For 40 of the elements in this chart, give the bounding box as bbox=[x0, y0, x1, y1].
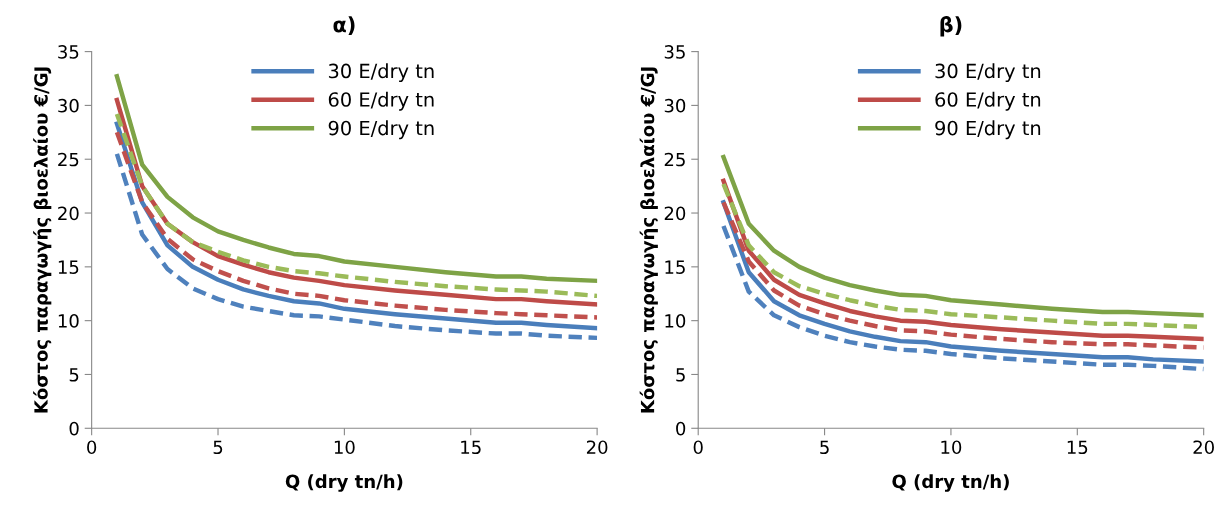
y-axis-title: Κόστος παραγωγής βιοελαίου €/GJ bbox=[639, 67, 658, 413]
chart-title: α) bbox=[333, 16, 355, 35]
legend-label: 60 E/dry tn bbox=[935, 91, 1041, 111]
y-tick-label: 10 bbox=[58, 314, 79, 328]
x-tick-label: 5 bbox=[213, 440, 223, 455]
y-tick-label: 30 bbox=[664, 98, 686, 113]
x-tick-label: 20 bbox=[1193, 440, 1214, 455]
y-tick-label: 0 bbox=[676, 421, 686, 436]
y-tick-label: 35 bbox=[664, 45, 685, 59]
line-series bbox=[114, 151, 598, 341]
x-tick-label: 10 bbox=[334, 440, 355, 455]
y-tick-label: 20 bbox=[664, 206, 686, 221]
y-tick-label: 5 bbox=[69, 368, 79, 382]
legend-label: 90 E/dry tn bbox=[935, 120, 1041, 140]
x-tick-label: 5 bbox=[820, 440, 829, 455]
legend-label: 60 E/dry tn bbox=[328, 91, 434, 111]
y-tick-label: 15 bbox=[58, 260, 79, 274]
x-tick-label: 0 bbox=[87, 440, 97, 455]
legend-label: 90 E/dry tn bbox=[328, 120, 434, 140]
line-series bbox=[721, 154, 1204, 318]
y-tick-label: 5 bbox=[676, 368, 685, 382]
x-tick-label: 15 bbox=[461, 440, 481, 455]
chart-title: β) bbox=[940, 16, 962, 37]
x-axis-title: Q (dry tn/h) bbox=[285, 474, 403, 492]
y-tick-label: 25 bbox=[58, 152, 79, 167]
y-axis-title: Κόστος παραγωγής βιοελαίου €/GJ bbox=[33, 67, 52, 413]
y-tick-label: 30 bbox=[58, 98, 79, 113]
y-tick-label: 10 bbox=[665, 314, 686, 328]
y-tick-label: 25 bbox=[664, 152, 685, 167]
y-tick-label: 0 bbox=[69, 421, 79, 436]
x-tick-label: 20 bbox=[586, 440, 608, 455]
x-tick-label: 10 bbox=[941, 440, 962, 455]
y-tick-label: 15 bbox=[665, 260, 685, 274]
y-tick-label: 35 bbox=[58, 45, 79, 59]
x-axis-title: Q (dry tn/h) bbox=[892, 474, 1009, 492]
legend-label: 30 E/dry tn bbox=[935, 63, 1041, 83]
y-tick-label: 20 bbox=[58, 206, 79, 221]
x-tick-label: 15 bbox=[1067, 440, 1088, 455]
legend-label: 30 E/dry tn bbox=[328, 63, 434, 83]
x-tick-label: 0 bbox=[693, 440, 703, 455]
